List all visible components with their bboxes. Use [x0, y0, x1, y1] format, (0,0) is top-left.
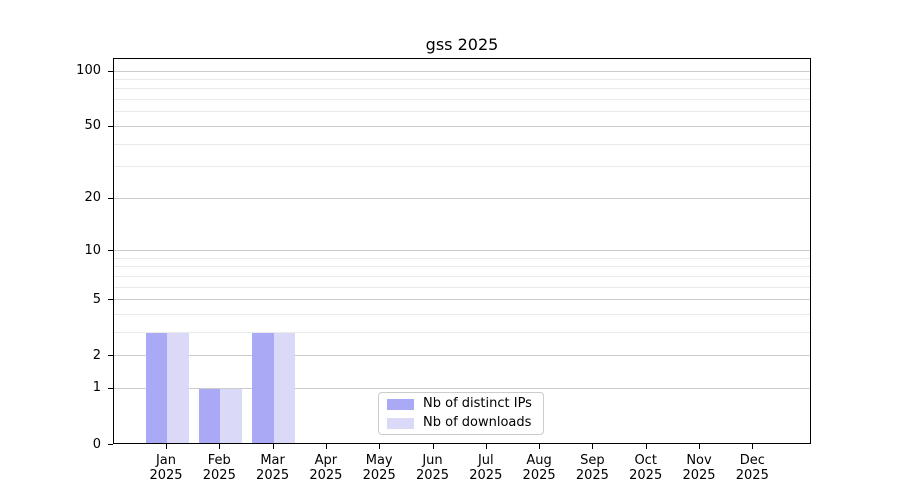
legend: Nb of distinct IPs Nb of downloads [378, 392, 544, 435]
x-tick-label-nov: Nov 2025 [682, 453, 716, 483]
x-tick-mark [752, 444, 754, 449]
legend-label-downloads: Nb of downloads [423, 415, 532, 430]
y-tick-mark [108, 250, 113, 251]
x-tick-mark [325, 444, 327, 449]
minor-gridline [114, 266, 810, 268]
x-tick-label-oct: Oct 2025 [629, 453, 663, 483]
x-tick-label-jan: Jan 2025 [149, 453, 183, 483]
major-gridline [114, 387, 810, 389]
legend-item-downloads: Nb of downloads [387, 415, 535, 431]
x-tick-label-sep: Sep 2025 [575, 453, 609, 483]
legend-label-distinct-ips: Nb of distinct IPs [423, 396, 532, 411]
y-tick-label: 50 [84, 118, 101, 134]
y-tick-label: 1 [92, 380, 101, 396]
x-tick-label-jun: Jun 2025 [415, 453, 450, 483]
x-tick-mark [272, 444, 274, 449]
major-gridline [114, 125, 810, 127]
chart-title: gss 2025 [425, 35, 499, 54]
major-gridline [114, 355, 810, 357]
minor-gridline [114, 166, 810, 168]
bar-jan-distinct-ips [145, 332, 167, 443]
major-gridline [114, 299, 810, 300]
x-tick-label-aug: Aug 2025 [522, 453, 556, 483]
bar-jan-downloads [167, 332, 189, 443]
x-tick-mark [699, 444, 700, 449]
minor-gridline [114, 99, 810, 101]
y-tick-mark [108, 355, 113, 357]
x-tick-label-jul: Jul 2025 [469, 453, 503, 483]
legend-swatch-downloads-icon [387, 417, 414, 429]
y-tick-label: 5 [92, 291, 101, 307]
x-tick-mark [485, 444, 487, 449]
x-tick-mark [592, 444, 594, 449]
x-tick-mark [379, 444, 381, 449]
major-gridline [114, 197, 810, 199]
minor-gridline [114, 111, 810, 113]
y-tick-label: 0 [92, 436, 101, 452]
minor-gridline [114, 286, 810, 288]
y-tick-label: 100 [76, 63, 101, 79]
bar-feb-downloads [220, 388, 242, 443]
x-tick-mark [219, 444, 221, 449]
minor-gridline [114, 79, 810, 80]
y-tick-mark [108, 387, 113, 389]
y-tick-mark [108, 444, 113, 445]
x-tick-mark [539, 444, 541, 449]
x-tick-label-feb: Feb 2025 [202, 453, 236, 483]
bar-mar-distinct-ips [252, 332, 274, 443]
minor-gridline [114, 275, 810, 277]
y-tick-mark [108, 299, 113, 300]
minor-gridline [114, 313, 810, 315]
y-tick-label: 10 [84, 242, 101, 258]
minor-gridline [114, 88, 810, 90]
minor-gridline [114, 143, 810, 145]
x-tick-mark [166, 444, 167, 449]
y-tick-label: 20 [84, 190, 101, 206]
y-tick-mark [108, 125, 113, 127]
major-gridline [114, 250, 810, 251]
legend-swatch-distinct-ips-icon [387, 398, 414, 410]
x-tick-label-may: May 2025 [362, 453, 396, 483]
legend-item-distinct-ips: Nb of distinct IPs [387, 396, 535, 412]
y-tick-mark [108, 197, 113, 199]
x-tick-label-apr: Apr 2025 [309, 453, 343, 483]
plot-area [113, 58, 811, 444]
bar-feb-distinct-ips [198, 388, 221, 443]
x-tick-mark [645, 444, 647, 449]
minor-gridline [114, 331, 810, 333]
y-tick-label: 2 [92, 347, 101, 363]
y-tick-mark [108, 70, 113, 72]
minor-gridline [114, 257, 810, 259]
x-tick-label-dec: Dec 2025 [735, 453, 769, 483]
x-tick-mark [432, 444, 434, 449]
x-tick-label-mar: Mar 2025 [256, 453, 290, 483]
bar-mar-downloads [273, 332, 296, 443]
major-gridline [114, 70, 810, 72]
